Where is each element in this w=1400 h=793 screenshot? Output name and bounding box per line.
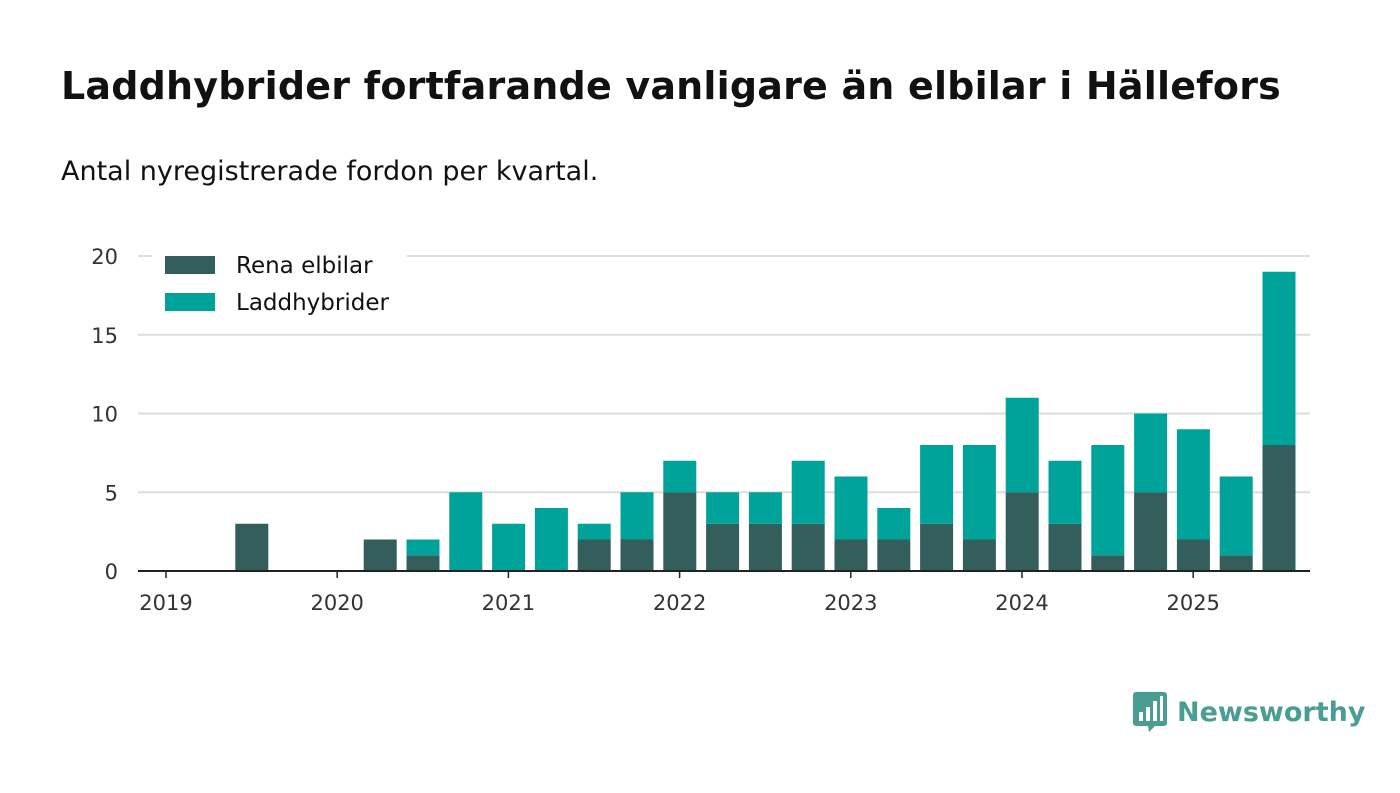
bar-laddhybrider — [748, 492, 782, 524]
x-tick-label: 2019 — [139, 591, 192, 615]
bar-rena-elbilar — [1262, 445, 1296, 571]
bar-laddhybrider — [1048, 460, 1082, 524]
bar-rena-elbilar — [920, 523, 954, 571]
bar-laddhybrider — [534, 508, 568, 571]
chart-subtitle: Antal nyregistrerade fordon per kvartal. — [61, 156, 599, 187]
bar-laddhybrider — [962, 445, 996, 540]
bar-rena-elbilar — [962, 539, 996, 571]
y-tick-label: 5 — [105, 481, 118, 505]
bar-laddhybrider — [492, 523, 526, 571]
x-tick-label: 2025 — [1166, 591, 1219, 615]
newsworthy-chart-bubble-icon — [1133, 692, 1167, 732]
x-tick-label: 2024 — [995, 591, 1048, 615]
newsworthy-logo: Newsworthy — [1133, 692, 1365, 732]
bar-laddhybrider — [406, 539, 440, 556]
legend-label: Laddhybrider — [236, 290, 389, 316]
bar-rena-elbilar — [406, 555, 440, 571]
bar-rena-elbilar — [1048, 523, 1082, 571]
bar-rena-elbilar — [1091, 555, 1125, 571]
chart-title: Laddhybrider fortfarande vanligare än el… — [61, 64, 1281, 108]
bar-laddhybrider — [834, 476, 868, 540]
bar-laddhybrider — [577, 523, 611, 540]
legend-swatch — [165, 256, 215, 274]
x-tick-label: 2022 — [653, 591, 706, 615]
bar-rena-elbilar — [620, 539, 654, 571]
bar-laddhybrider — [1005, 397, 1039, 493]
bar-laddhybrider — [920, 445, 954, 524]
bar-rena-elbilar — [577, 539, 611, 571]
x-tick-label: 2020 — [310, 591, 363, 615]
bar-laddhybrider — [706, 492, 740, 524]
bar-rena-elbilar — [1176, 539, 1210, 571]
bar-laddhybrider — [1262, 271, 1296, 445]
bar-rena-elbilar — [877, 539, 911, 571]
y-tick-label: 0 — [105, 560, 118, 584]
bar-laddhybrider — [620, 492, 654, 540]
y-tick-label: 15 — [91, 324, 118, 348]
bar-laddhybrider — [791, 460, 825, 524]
newsworthy-wordmark: Newsworthy — [1177, 696, 1366, 728]
bar-laddhybrider — [877, 508, 911, 540]
legend-swatch — [165, 293, 215, 311]
bar-laddhybrider — [1134, 413, 1168, 493]
bar-rena-elbilar — [1005, 492, 1039, 571]
bar-rena-elbilar — [791, 523, 825, 571]
bar-rena-elbilar — [1219, 555, 1253, 571]
y-tick-label: 20 — [91, 245, 118, 269]
x-tick-label: 2023 — [824, 591, 877, 615]
bar-rena-elbilar — [748, 523, 782, 571]
bar-rena-elbilar — [706, 523, 740, 571]
bar-laddhybrider — [449, 492, 483, 571]
bar-laddhybrider — [663, 460, 697, 493]
y-tick-label: 10 — [91, 403, 118, 427]
x-tick-label: 2021 — [482, 591, 535, 615]
bar-rena-elbilar — [235, 523, 269, 571]
bar-laddhybrider — [1176, 429, 1210, 540]
bar-laddhybrider — [1091, 445, 1125, 556]
bar-rena-elbilar — [1134, 492, 1168, 571]
legend-label: Rena elbilar — [236, 253, 373, 279]
bar-rena-elbilar — [363, 539, 397, 571]
bar-rena-elbilar — [834, 539, 868, 571]
bar-laddhybrider — [1219, 476, 1253, 556]
bar-rena-elbilar — [663, 492, 697, 571]
